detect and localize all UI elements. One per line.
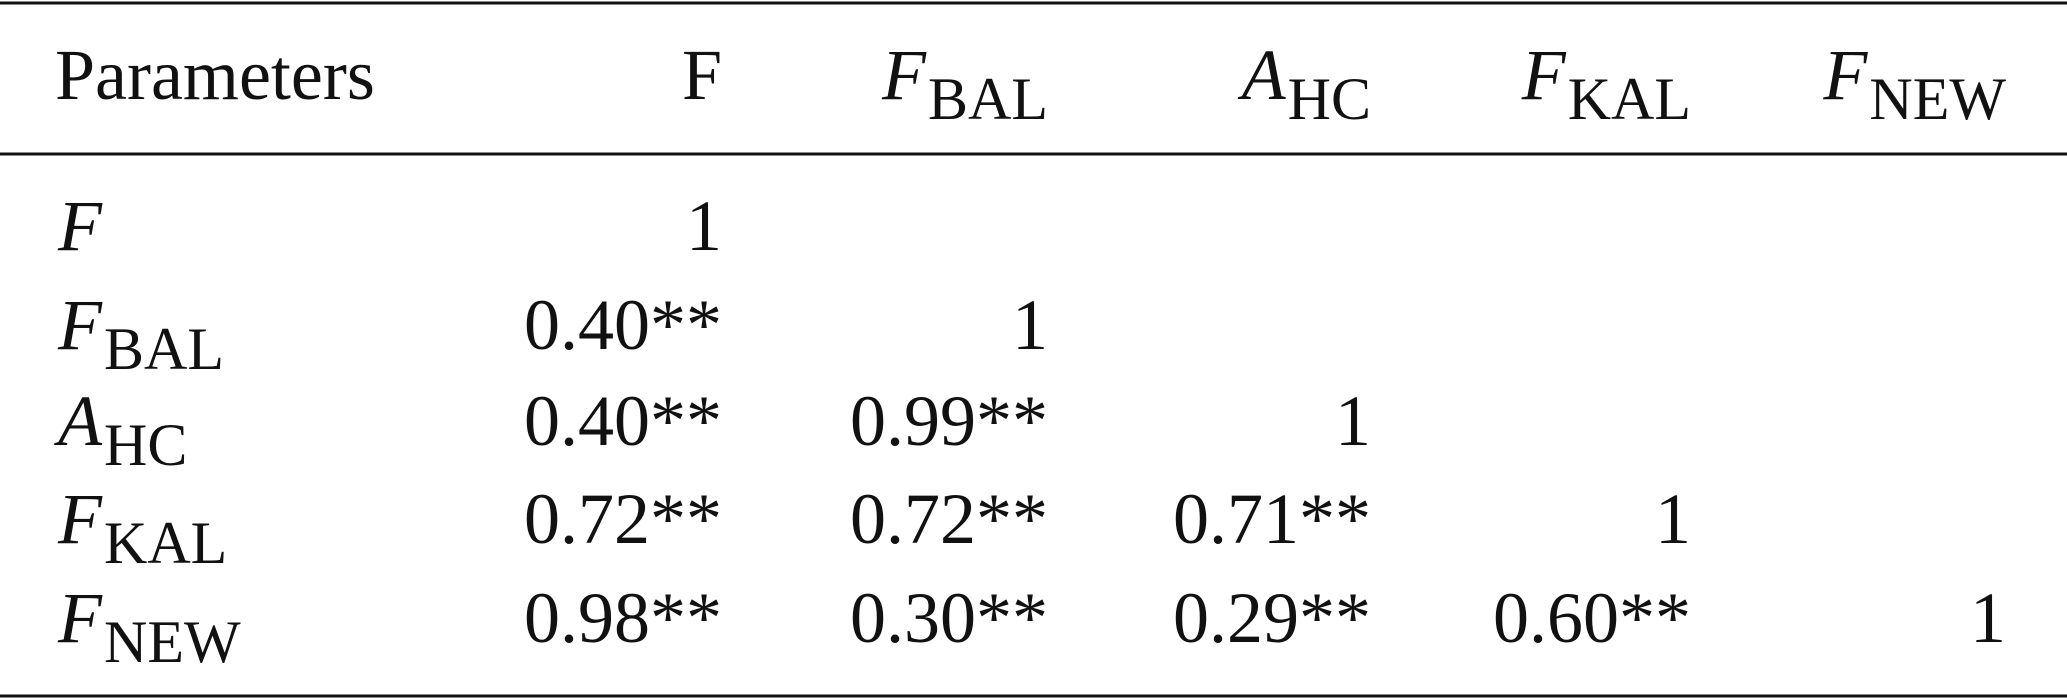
cell-value: 0.29** — [1173, 578, 1371, 658]
header-cell: Parameters — [55, 35, 375, 115]
header-cell-sub: KAL — [1568, 66, 1691, 132]
row-label: FKAL — [57, 479, 227, 576]
header-cell: AHC — [1238, 35, 1371, 132]
row-label-base: F — [57, 285, 103, 365]
row-label-sub: HC — [104, 412, 187, 478]
row-label: AHC — [54, 381, 187, 478]
cell-value: 1 — [686, 186, 722, 266]
header-cell-sub: NEW — [1869, 66, 2006, 132]
row-label: FBAL — [57, 285, 224, 382]
row-label-base: F — [57, 186, 103, 266]
header-cell-sub: HC — [1288, 66, 1371, 132]
header-cell-base: F — [1822, 35, 1868, 115]
cell-value: 1 — [1655, 479, 1691, 559]
row-label: F — [57, 186, 103, 266]
row-label-base: A — [54, 381, 103, 461]
cell-value: 0.30** — [850, 578, 1048, 658]
header-cell-base: F — [1521, 35, 1567, 115]
cell-value: 0.72** — [524, 479, 722, 559]
cell-value: 0.40** — [524, 285, 722, 365]
cell-value: 0.99** — [850, 381, 1048, 461]
cell-value: 1 — [1335, 381, 1371, 461]
header-cell: FNEW — [1822, 35, 2006, 132]
row-label-base: F — [57, 578, 103, 658]
header-cell-base: F — [881, 35, 927, 115]
cell-value: 1 — [1012, 285, 1048, 365]
cell-value: 0.60** — [1493, 578, 1691, 658]
row-label-sub: KAL — [104, 510, 227, 576]
cell-value: 0.98** — [524, 578, 722, 658]
row-label-sub: NEW — [104, 609, 241, 675]
header-cell: FKAL — [1521, 35, 1691, 132]
header-cell-base: A — [1238, 35, 1287, 115]
cell-value: 0.40** — [524, 381, 722, 461]
cell-value: 1 — [1970, 578, 2006, 658]
header-cell-sub: BAL — [928, 66, 1048, 132]
row-label-base: F — [57, 479, 103, 559]
header-cell: FBAL — [881, 35, 1048, 132]
row-label-sub: BAL — [104, 316, 224, 382]
cell-value: 0.72** — [850, 479, 1048, 559]
header-cell: F — [682, 35, 722, 115]
cell-value: 0.71** — [1173, 479, 1371, 559]
row-label: FNEW — [57, 578, 241, 675]
